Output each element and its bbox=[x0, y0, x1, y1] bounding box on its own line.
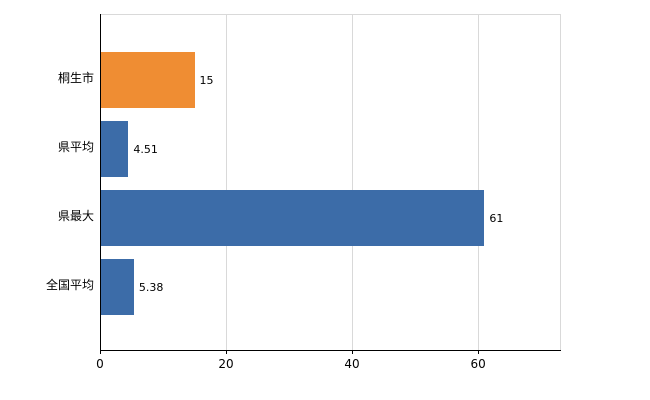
x-tick-label: 20 bbox=[218, 357, 234, 371]
category-label: 県最大 bbox=[57, 208, 94, 223]
x-axis-line bbox=[100, 350, 561, 351]
bar-value-label: 5.38 bbox=[138, 280, 164, 294]
x-tick-mark bbox=[478, 350, 480, 354]
bar bbox=[100, 120, 129, 177]
category-label: 県平均 bbox=[57, 139, 94, 154]
category-label: 全国平均 bbox=[45, 277, 94, 292]
x-tick-mark bbox=[100, 350, 101, 354]
x-tick-label: 40 bbox=[344, 357, 360, 371]
y-axis-line bbox=[100, 14, 101, 351]
x-tick-label: 0 bbox=[96, 357, 104, 371]
x-tick-mark bbox=[226, 350, 228, 354]
x-tick-mark bbox=[352, 350, 354, 354]
plot-area: 15 4.51 61 5.38 bbox=[100, 14, 561, 351]
bar bbox=[100, 51, 195, 108]
x-tick-label: 60 bbox=[470, 357, 486, 371]
bar-value-label: 4.51 bbox=[133, 142, 158, 156]
gridline bbox=[477, 15, 479, 351]
gridline bbox=[225, 15, 227, 351]
bar bbox=[100, 189, 485, 246]
bar-value-label: 61 bbox=[489, 211, 504, 225]
bar-value-label: 15 bbox=[199, 73, 214, 87]
category-label: 桐生市 bbox=[57, 70, 94, 85]
bar bbox=[100, 258, 134, 315]
gridline bbox=[351, 15, 353, 351]
